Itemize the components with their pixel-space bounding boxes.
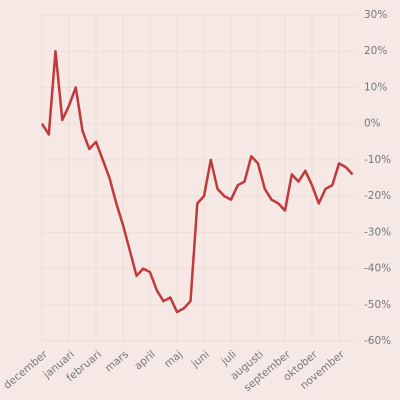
y-tick-label: -10% (364, 154, 391, 166)
x-tick-label: april (132, 348, 158, 372)
y-tick-label: -40% (364, 263, 391, 275)
y-tick-label: -60% (364, 335, 391, 347)
y-tick-label: -50% (364, 299, 391, 311)
line (40, 49, 354, 314)
x-tick-label: juni (189, 348, 212, 370)
y-tick-label: 0% (364, 118, 381, 130)
y-tick-label: 30% (364, 9, 387, 21)
x-tick-label: mars (103, 348, 131, 374)
x-tick-label: juli (219, 348, 239, 368)
x-tick-label: maj (162, 348, 185, 370)
y-tick-label: 10% (364, 81, 387, 93)
y-tick-label: 20% (364, 45, 387, 57)
y-tick-label: -30% (364, 226, 391, 238)
y-tick-label: -20% (364, 190, 391, 202)
